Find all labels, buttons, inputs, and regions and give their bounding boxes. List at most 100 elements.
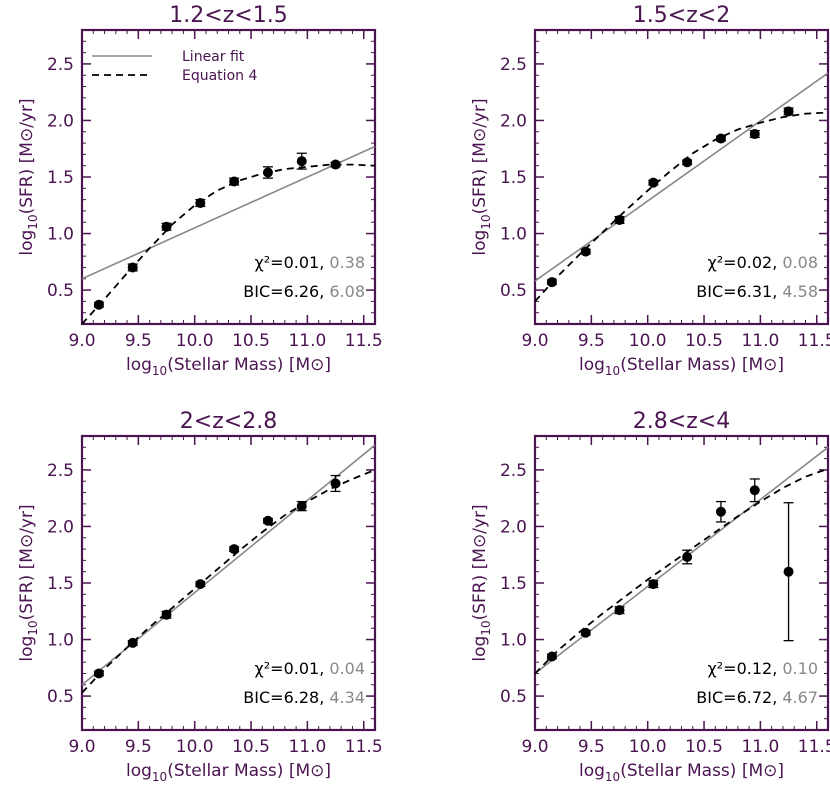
panel-title: 2.8<z<4 [633,409,730,434]
data-point [330,159,341,170]
chi2-stat: χ²=0.02, 0.08 [708,253,818,272]
x-tick-label: 9.0 [68,331,95,351]
y-tick-label: 0.5 [47,687,74,707]
data-point [127,637,138,648]
x-tick-label: 10.5 [685,737,723,757]
x-tick-label: 10.5 [232,737,270,757]
data-point [783,566,794,577]
data-point [682,551,693,562]
y-tick-label: 0.5 [500,281,527,301]
data-point [93,299,104,310]
data-point [546,277,557,288]
chi2-stat: χ²=0.01, 0.38 [255,253,365,272]
data-point [580,627,591,638]
x-tick-label: 9.0 [68,737,95,757]
y-tick-label: 0.5 [47,281,74,301]
bic-stat: BIC=6.28, 4.34 [243,688,365,707]
x-tick-label: 10.5 [685,331,723,351]
y-tick-label: 2.5 [500,55,527,75]
bic-stat: BIC=6.26, 6.08 [243,282,365,301]
panel-2: 1.5<z<2 9.0 9.5 10.0 10.5 11.0 11.5 0.5 1.0 1.5 2.… [470,3,830,378]
plot-area [82,444,375,694]
data-point [715,133,726,144]
y-tick-label: 1.0 [500,225,527,245]
linear-fit-line [535,446,828,675]
y-tick-label: 2.0 [500,111,527,131]
data-point [614,214,625,225]
data-point [229,544,240,555]
x-tick-label: 11.5 [345,737,383,757]
x-tick-label: 11.0 [741,331,779,351]
y-tick-label: 1.5 [500,168,527,188]
legend-equation-label: Equation 4 [182,68,257,84]
y-tick-label: 1.0 [500,631,527,651]
legend-linear-fit-label: Linear fit [182,49,245,65]
x-axis-label: log10(Stellar Mass) [M⊙] [126,355,331,378]
linear-fit-line [82,145,375,280]
data-point [749,485,760,496]
panel-title: 2<z<2.8 [180,409,277,434]
x-tick-label: 9.0 [521,737,548,757]
panel-4: 2.8<z<4 9.0 9.5 10.0 10.5 11.0 11.5 0.5 1.0 1.5 2.… [470,409,830,784]
data-point [195,579,206,590]
plot-area [535,72,828,303]
y-tick-label: 1.5 [47,574,74,594]
legend: Linear fit Equation 4 [92,49,257,84]
linear-fit-line [535,72,828,282]
data-point [262,515,273,526]
x-tick-label: 10.0 [176,737,214,757]
y-axis-label: log10(SFR) [M⊙/yr] [17,504,40,661]
panel-title: 1.2<z<1.5 [169,3,287,28]
y-tick-label: 1.0 [47,225,74,245]
equation-4-curve [535,111,828,303]
y-tick-label: 2.5 [47,55,74,75]
x-tick-label: 9.5 [125,331,152,351]
panel-title: 1.5<z<2 [633,3,730,28]
data-point [229,176,240,187]
data-point [648,579,659,590]
x-tick-label: 10.0 [176,331,214,351]
bic-stat: BIC=6.31, 4.58 [696,282,818,301]
y-tick-label: 1.5 [47,168,74,188]
y-axis-label: log10(SFR) [M⊙/yr] [17,98,40,255]
data-point [93,668,104,679]
data-point [546,651,557,662]
x-axis-label: log10(Stellar Mass) [M⊙] [579,761,784,784]
x-tick-label: 9.5 [578,737,605,757]
data-point [296,156,307,167]
plot-area [535,446,828,675]
equation-4-curve [82,469,375,694]
x-tick-label: 10.0 [629,331,667,351]
x-tick-label: 9.5 [578,331,605,351]
plot-area [82,145,375,324]
y-tick-label: 0.5 [500,687,527,707]
y-tick-label: 2.5 [47,461,74,481]
data-point [161,221,172,232]
chi2-stat: χ²=0.12, 0.10 [708,659,818,678]
y-axis-label: log10(SFR) [M⊙/yr] [470,98,493,255]
panel-3: 2<z<2.8 9.0 9.5 10.0 10.5 11.0 11.5 0.5 1.0 1.5 2.… [17,409,383,784]
x-tick-label: 11.5 [345,331,383,351]
x-tick-label: 11.5 [798,331,830,351]
data-point [127,262,138,273]
y-tick-label: 1.0 [47,631,74,651]
chi2-stat: χ²=0.01, 0.04 [255,659,365,678]
x-tick-label: 10.0 [629,737,667,757]
data-point [296,501,307,512]
data-point [682,157,693,168]
y-tick-label: 2.0 [47,517,74,537]
x-tick-label: 9.0 [521,331,548,351]
data-point [749,129,760,140]
data-point [715,506,726,517]
x-axis-label: log10(Stellar Mass) [M⊙] [126,761,331,784]
data-point [648,177,659,188]
x-tick-label: 10.5 [232,331,270,351]
data-point [161,609,172,620]
x-tick-label: 11.5 [798,737,830,757]
y-tick-label: 1.5 [500,574,527,594]
data-point [262,167,273,178]
x-tick-label: 9.5 [125,737,152,757]
data-point [195,198,206,209]
bic-stat: BIC=6.72, 4.67 [696,688,818,707]
